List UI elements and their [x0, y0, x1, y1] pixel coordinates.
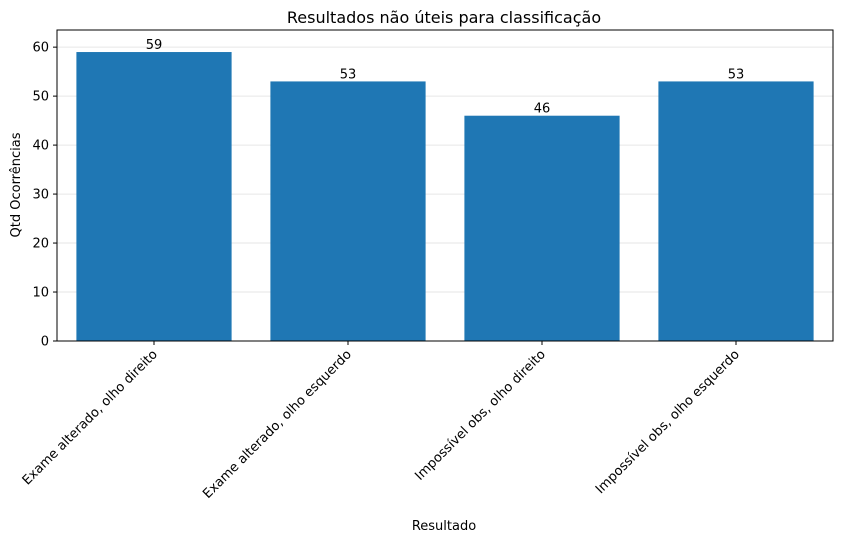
bars	[76, 52, 814, 342]
x-axis-label: Resultado	[412, 519, 476, 534]
plot-frame	[56, 29, 834, 342]
bar-value-label: 46	[534, 102, 551, 117]
y-tick-label: 10	[32, 286, 49, 301]
x-axis: Exame alterado, olho direito Exame altera…	[20, 341, 743, 502]
y-tick-label: 0	[41, 335, 49, 350]
chart-title: Resultados não úteis para classificação	[287, 8, 601, 27]
y-tick-label: 60	[32, 41, 49, 56]
bar-value-label: 53	[340, 67, 357, 82]
y-axis: 0 10 20 30 40 50 60	[32, 41, 57, 350]
x-tick-label: Exame alterado, olho esquerdo	[200, 347, 355, 502]
bar	[76, 52, 232, 342]
bar	[270, 81, 426, 341]
y-tick-label: 20	[32, 237, 49, 252]
x-tick-label: Exame alterado, olho direito	[20, 347, 161, 488]
y-tick-label: 40	[32, 139, 49, 154]
y-axis-label: Qtd Ocorrências	[9, 132, 24, 237]
bar	[658, 81, 814, 341]
bar-value-label: 53	[728, 67, 745, 82]
x-tick-label: Impossível obs, olho esquerdo	[593, 347, 743, 497]
y-tick-label: 50	[32, 90, 49, 105]
y-tick-label: 30	[32, 188, 49, 203]
bar-value-label: 59	[146, 38, 163, 53]
bar	[464, 115, 620, 341]
x-tick-label: Impossível obs, olho direito	[412, 347, 549, 484]
data-labels: 59 53 46 53	[146, 38, 745, 117]
